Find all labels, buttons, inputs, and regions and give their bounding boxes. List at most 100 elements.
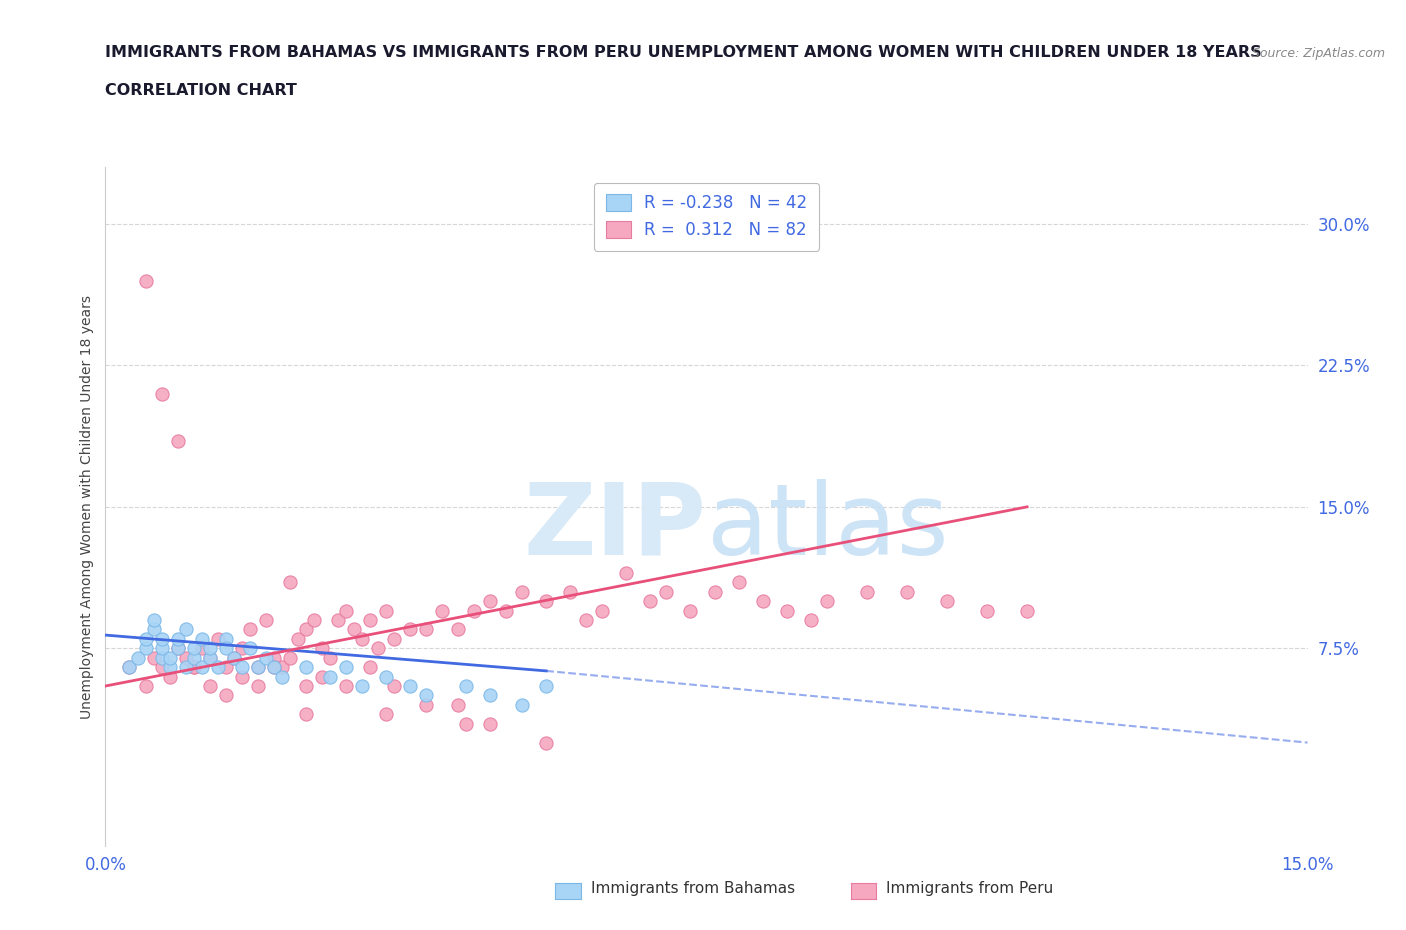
Point	[800, 613, 823, 628]
Point	[150, 631, 173, 646]
Point	[142, 613, 165, 628]
Point	[135, 641, 157, 656]
Point	[190, 631, 212, 646]
Point	[479, 688, 502, 703]
Point	[254, 650, 277, 665]
Point	[135, 273, 157, 288]
Point	[727, 575, 749, 590]
Point	[454, 716, 477, 731]
Point	[246, 659, 269, 674]
Point	[150, 659, 173, 674]
Point	[382, 679, 405, 694]
Point	[190, 641, 212, 656]
Point	[166, 641, 188, 656]
Point	[815, 593, 838, 608]
Point	[311, 670, 333, 684]
Point	[415, 698, 437, 712]
Point	[447, 698, 470, 712]
Point	[655, 584, 678, 599]
Point	[231, 641, 253, 656]
Point	[302, 613, 325, 628]
Point	[198, 679, 221, 694]
Point	[254, 613, 277, 628]
Text: Immigrants from Bahamas: Immigrants from Bahamas	[591, 881, 794, 896]
Point	[174, 622, 197, 637]
Point	[350, 679, 373, 694]
Point	[118, 659, 141, 674]
Point	[534, 679, 557, 694]
Point	[174, 659, 197, 674]
Point	[198, 650, 221, 665]
Point	[335, 659, 357, 674]
Point	[198, 650, 221, 665]
Point	[222, 650, 245, 665]
Point	[239, 641, 262, 656]
Point	[150, 386, 173, 401]
Point	[359, 613, 381, 628]
Point	[118, 659, 141, 674]
Point	[207, 659, 229, 674]
Point	[534, 735, 557, 750]
Point	[150, 650, 173, 665]
Point	[222, 650, 245, 665]
Point	[246, 659, 269, 674]
Point	[278, 575, 301, 590]
Text: Immigrants from Peru: Immigrants from Peru	[886, 881, 1053, 896]
Point	[214, 641, 236, 656]
Point	[415, 622, 437, 637]
Text: Source: ZipAtlas.com: Source: ZipAtlas.com	[1251, 47, 1385, 60]
Point	[751, 593, 773, 608]
Point	[495, 604, 517, 618]
Point	[936, 593, 959, 608]
Point	[855, 584, 877, 599]
Point	[239, 622, 262, 637]
Point	[295, 622, 318, 637]
Point	[510, 698, 533, 712]
Legend: R = -0.238   N = 42, R =  0.312   N = 82: R = -0.238 N = 42, R = 0.312 N = 82	[595, 182, 818, 250]
Point	[295, 707, 318, 722]
Point	[479, 593, 502, 608]
Point	[591, 604, 613, 618]
Point	[335, 679, 357, 694]
Text: CORRELATION CHART: CORRELATION CHART	[105, 83, 297, 98]
Point	[166, 433, 188, 448]
Point	[319, 670, 342, 684]
Point	[183, 641, 205, 656]
Point	[350, 631, 373, 646]
Point	[976, 604, 998, 618]
Text: ZIP: ZIP	[523, 479, 707, 576]
Point	[263, 650, 285, 665]
Y-axis label: Unemployment Among Women with Children Under 18 years: Unemployment Among Women with Children U…	[80, 295, 94, 719]
Point	[367, 641, 389, 656]
Point	[510, 584, 533, 599]
Point	[183, 650, 205, 665]
Point	[246, 679, 269, 694]
Point	[399, 622, 422, 637]
Point	[142, 622, 165, 637]
Point	[214, 688, 236, 703]
Point	[560, 584, 582, 599]
Point	[326, 613, 349, 628]
Point	[534, 593, 557, 608]
Point	[150, 641, 173, 656]
Point	[174, 650, 197, 665]
Point	[166, 631, 188, 646]
Point	[359, 659, 381, 674]
Point	[142, 650, 165, 665]
Point	[231, 659, 253, 674]
Point	[270, 670, 292, 684]
Point	[335, 604, 357, 618]
Point	[207, 631, 229, 646]
Point	[703, 584, 725, 599]
Point	[679, 604, 702, 618]
Text: atlas: atlas	[707, 479, 948, 576]
Point	[190, 659, 212, 674]
Point	[159, 650, 181, 665]
Point	[214, 631, 236, 646]
Point	[343, 622, 366, 637]
Point	[214, 659, 236, 674]
Point	[295, 659, 318, 674]
Point	[166, 641, 188, 656]
Point	[454, 679, 477, 694]
Point	[263, 659, 285, 674]
